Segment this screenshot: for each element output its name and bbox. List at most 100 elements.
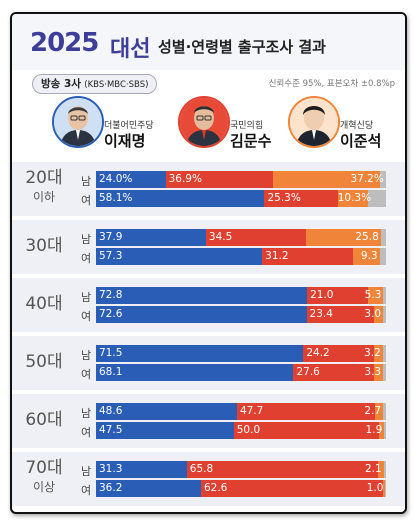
data-label: 36.2 [99,482,123,494]
bar-segment-kim-moonsoo [264,190,338,207]
data-label: 1.9 [365,424,383,436]
data-label: 36.9% [168,173,202,185]
bar-segment-lee-junseok [375,403,384,420]
bar-segment-lee-jaemyung [96,229,206,246]
person-2-icon [178,96,230,148]
bar-segment-lee-jaemyung [96,364,294,381]
data-label: 57.3 [99,250,123,262]
data-label: 31.2 [265,250,289,262]
sex-label: 여 [80,368,92,381]
sex-label: 여 [80,252,92,265]
data-label: 37.2% [350,173,384,185]
bar-segment-kim-moonsoo [293,364,374,381]
bar-segment-lee-jaemyung [96,345,304,362]
data-label: 47.5 [99,424,123,436]
bar-segment-lee-jaemyung [96,190,265,207]
data-label: 10.3% [337,192,372,204]
data-label: 68.1 [99,366,123,378]
bar-segment-lee-junseok [373,364,384,381]
data-label: 72.6 [99,308,123,320]
bar-segment-lee-junseok [378,422,385,439]
bar-segment-kim-moonsoo [306,306,375,323]
data-label: 23.4 [309,308,333,320]
data-label: 3.0 [364,308,382,320]
broadcast-label: 방송 3사 [41,78,81,90]
data-label: 71.5 [99,347,123,359]
data-label: 65.8 [189,463,214,475]
bar-segment-lee-junseok [382,480,386,497]
bar-segment-lee-junseok [337,190,368,207]
bar-segment-kim-moonsoo [186,461,378,478]
bar-segment-lee-junseok [368,287,384,304]
bar-segment-kim-moonsoo [233,422,379,439]
data-label: 24.0% [99,173,133,185]
stacked-bar: 37.9 34.5 25.8 [96,229,386,246]
data-label: 1.0 [366,482,384,494]
bar-segment-lee-junseok [374,306,384,323]
data-label: 27.6 [296,366,320,378]
data-label: 37.9 [99,231,123,243]
bar-segment-lee-junseok [373,345,383,362]
bar-segment-kim-moonsoo [236,403,376,420]
data-label: 25.3% [267,192,301,204]
age-label-line: 20대 [25,168,63,188]
data-label: 72.8 [99,289,123,301]
sex-label: 여 [80,194,92,207]
age-label-line: 30대 [25,236,63,256]
broadcast-sub: (KBS·MBC·SBS) [84,80,149,90]
data-label: 48.6 [99,405,123,417]
data-label: 47.7 [239,405,264,417]
broadcast-badge: 방송 3사 (KBS·MBC·SBS) [32,74,158,94]
stacked-bar: 36.2 62.6 1.0 [96,480,386,497]
sex-label: 남 [80,233,92,246]
data-label: 3.2 [364,347,381,359]
data-label: 62.6 [203,482,228,494]
sex-label: 여 [80,310,92,323]
data-label: 3.3 [364,366,382,378]
bar-segment-kim-moonsoo [165,171,273,188]
page-title: 성별·연령별 출구조사 결과 [158,38,326,56]
title-election: 대선 [110,37,151,62]
stacked-bar: 47.5 50.0 1.9 [96,422,386,439]
stacked-bar: 58.1% 25.3% 10.3% [96,190,386,207]
data-label: 58.1% [99,192,133,204]
bar-segment-lee-jaemyung [96,480,201,497]
data-label: 2.7 [364,405,382,417]
data-label: 5.3 [364,289,382,301]
confidence-note: 신뢰수준 95%, 표본오차 ±0.8%p [268,79,395,89]
exit-poll-card: 2025 대선 성별·연령별 출구조사 결과 방송 3사 (KBS·MBC·SB… [10,12,407,514]
age-label-line: 50대 [25,352,63,372]
bar-segment-lee-jaemyung [96,422,234,439]
stacked-bar: 71.5 24.2 3.2 [96,345,386,362]
stacked-bar: 57.3 31.2 9.3 [96,248,386,265]
stacked-bar: 31.3 65.8 2.1 [96,461,386,478]
age-label-line: 이하 [32,190,56,204]
sex-label: 여 [80,484,92,497]
data-label: 25.8 [355,231,379,243]
data-label: 50.0 [236,424,261,436]
stacked-bar: 48.6 47.7 2.7 [96,403,386,420]
age-label-line: 이상 [32,480,56,494]
age-label-line: 70대 [25,458,63,478]
age-label: 30대 [16,237,72,256]
bar-segment-lee-jaemyung [96,171,166,188]
bar-segment-lee-jaemyung [96,287,308,304]
candidate-party: 더불어민주당 [104,121,154,131]
bar-segment-lee-junseok [352,248,380,265]
bar-segment-lee-junseok [377,461,384,478]
bar-segment-kim-moonsoo [307,287,368,304]
data-label: 2.1 [364,463,382,475]
bar-segment-kim-moonsoo [205,229,306,246]
stacked-bar: 72.8 21.0 5.3 [96,287,386,304]
stacked-bar: 24.0% 36.9% 37.2% [96,171,386,188]
bar-segment-lee-jaemyung [96,248,263,265]
age-label-line: 60대 [25,410,63,430]
bar-segment-kim-moonsoo [303,345,374,362]
age-label-line: 40대 [25,294,63,314]
age-label: 40대 [16,295,72,314]
bar-segment-kim-moonsoo [262,248,353,265]
sex-label: 남 [80,407,92,420]
